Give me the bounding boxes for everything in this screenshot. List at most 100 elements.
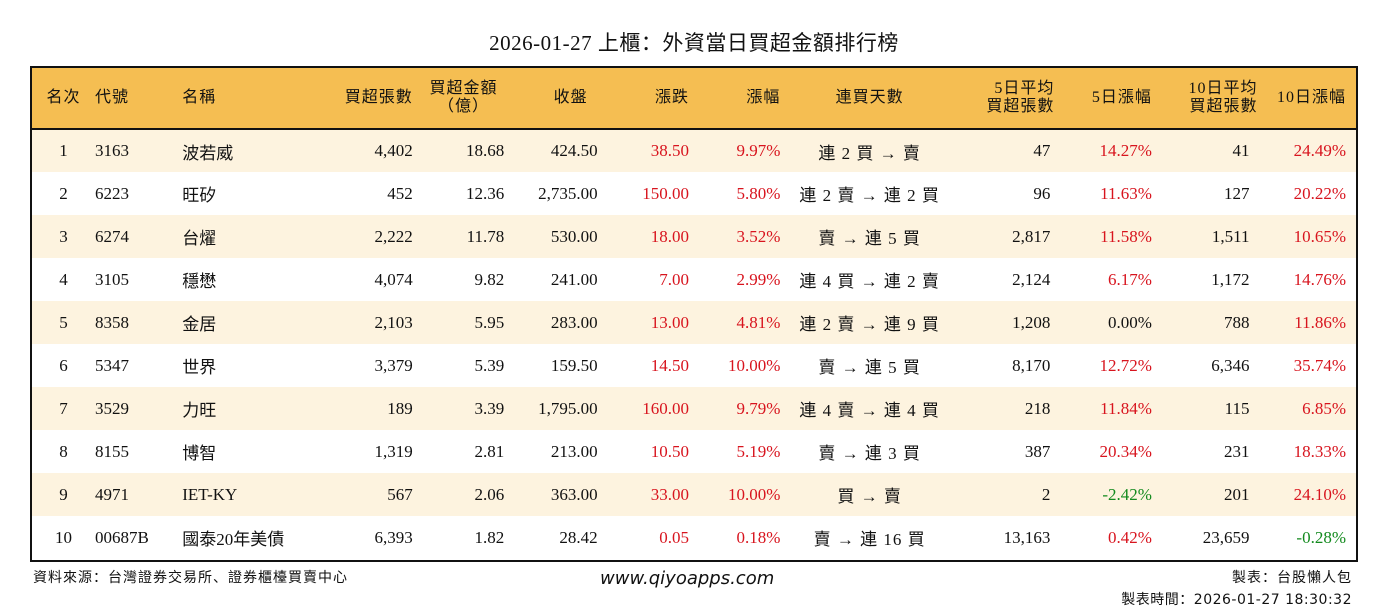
cell-code: 6274 bbox=[94, 226, 129, 246]
cell-avg5: 96 bbox=[1033, 183, 1051, 203]
cell-buy-shares: 2,103 bbox=[374, 312, 413, 332]
cell-avg10: 231 bbox=[1223, 441, 1250, 461]
cell-pct5: 11.58% bbox=[1100, 226, 1152, 246]
cell-close: 363.00 bbox=[550, 484, 598, 504]
cell-avg5: 218 bbox=[1024, 398, 1051, 418]
table-row: 2 6223 旺矽 452 12.36 2,735.00 150.00 5.80% 連 2 賣 … bbox=[32, 172, 1356, 215]
cell-buy-amount: 3.39 bbox=[474, 398, 505, 418]
cell-change: 150.00 bbox=[642, 183, 689, 203]
cell-pct10: 6.85% bbox=[1302, 398, 1346, 418]
cell-pct10: 14.76% bbox=[1293, 269, 1346, 289]
cell-rank: 3 bbox=[59, 226, 68, 246]
cell-close: 213.00 bbox=[550, 441, 598, 461]
cell-name: 博智 bbox=[182, 444, 217, 463]
cell-change: 14.50 bbox=[650, 355, 689, 375]
cell-rank: 7 bbox=[59, 398, 68, 418]
header-avg5-line2: 買超張數 bbox=[986, 98, 1055, 115]
cell-close: 424.50 bbox=[550, 141, 598, 160]
cell-buy-amount: 18.68 bbox=[466, 141, 505, 160]
cell-pct10: 35.74% bbox=[1293, 355, 1346, 375]
cell-buy-amount: 5.95 bbox=[474, 312, 505, 332]
data-source-note: 資料來源：台灣證券交易所、證券櫃檯買賣中心 bbox=[33, 570, 348, 586]
cell-streak: 買 → 賣 bbox=[837, 487, 902, 506]
header-avg10-line2: 買超張數 bbox=[1189, 98, 1258, 115]
cell-code: 00687B bbox=[94, 527, 149, 547]
cell-rank: 6 bbox=[59, 355, 68, 375]
cell-buy-shares: 567 bbox=[387, 484, 413, 504]
cell-name: 國泰20年美債 bbox=[182, 530, 285, 549]
table-row: 5 8358 金居 2,103 5.95 283.00 13.00 4.81% 連 2 賣 → … bbox=[32, 301, 1356, 344]
cell-code: 3529 bbox=[94, 398, 129, 418]
cell-buy-shares: 6,393 bbox=[374, 527, 413, 547]
header-name: 名稱 bbox=[182, 89, 217, 106]
cell-rank: 5 bbox=[59, 312, 68, 332]
cell-code: 4971 bbox=[94, 484, 129, 504]
cell-buy-shares: 452 bbox=[387, 183, 413, 203]
table-body: 1 3163 波若威 4,402 18.68 424.50 38.50 9.97% 連 2 買 … bbox=[32, 129, 1356, 559]
header-avg10-line1: 10日平均 bbox=[1188, 80, 1258, 97]
cell-buy-amount: 2.81 bbox=[474, 441, 505, 461]
cell-change-pct: 5.19% bbox=[736, 441, 781, 461]
cell-change: 13.00 bbox=[650, 312, 689, 332]
cell-avg10: 23,659 bbox=[1202, 527, 1250, 547]
cell-pct5: 11.63% bbox=[1100, 183, 1152, 203]
cell-streak: 連 2 買 → 賣 bbox=[818, 143, 921, 163]
cell-avg5: 47 bbox=[1033, 141, 1051, 160]
cell-streak: 連 4 買 → 連 2 賣 bbox=[799, 272, 940, 291]
cell-avg5: 8,170 bbox=[1012, 355, 1051, 375]
header-buy-amount-line2: （億） bbox=[437, 98, 489, 115]
cell-pct10: 24.49% bbox=[1293, 141, 1346, 160]
cell-pct10: 10.65% bbox=[1293, 226, 1346, 246]
cell-buy-shares: 2,222 bbox=[374, 226, 413, 246]
cell-avg10: 1,172 bbox=[1211, 269, 1250, 289]
cell-change: 160.00 bbox=[642, 398, 689, 418]
cell-close: 28.42 bbox=[559, 527, 598, 547]
cell-rank: 1 bbox=[59, 141, 68, 160]
cell-code: 3163 bbox=[94, 141, 129, 160]
cell-name: 穩懋 bbox=[182, 272, 217, 291]
header-buy-shares: 買超張數 bbox=[344, 89, 413, 106]
header-buy-amount-line1: 買超金額 bbox=[429, 80, 498, 97]
author-note: 製表：台股懶人包 bbox=[1232, 570, 1352, 586]
cell-change-pct: 3.52% bbox=[736, 226, 781, 246]
ranking-table: 名次 代號 名稱 買超張數 買超金額 （億） 收盤 漲跌 漲幅 連買天數 5日平均… bbox=[32, 68, 1356, 559]
cell-code: 3105 bbox=[94, 269, 129, 289]
cell-avg5: 2,817 bbox=[1012, 226, 1051, 246]
cell-code: 5347 bbox=[94, 355, 129, 375]
header-avg5-line1: 5日平均 bbox=[994, 80, 1055, 97]
cell-streak: 賣 → 連 5 買 bbox=[818, 229, 921, 248]
cell-rank: 9 bbox=[59, 484, 68, 504]
cell-pct10: 18.33% bbox=[1293, 441, 1346, 461]
ranking-table-container: 名次 代號 名稱 買超張數 買超金額 （億） 收盤 漲跌 漲幅 連買天數 5日平均… bbox=[30, 66, 1358, 562]
cell-buy-amount: 9.82 bbox=[474, 269, 505, 289]
cell-buy-shares: 4,074 bbox=[374, 269, 413, 289]
website-link[interactable]: www.qiyoapps.com bbox=[600, 568, 775, 589]
table-row: 3 6274 台燿 2,222 11.78 530.00 18.00 3.52% 賣 → 連 5… bbox=[32, 215, 1356, 258]
cell-change-pct: 4.81% bbox=[736, 312, 781, 332]
cell-buy-amount: 12.36 bbox=[466, 183, 505, 203]
cell-change: 18.00 bbox=[650, 226, 689, 246]
cell-streak: 連 2 賣 → 連 9 買 bbox=[799, 315, 940, 334]
cell-avg5: 13,163 bbox=[1003, 527, 1051, 547]
cell-pct10: 11.86% bbox=[1294, 312, 1346, 332]
cell-name: 台燿 bbox=[182, 229, 217, 248]
header-pct10: 10日漲幅 bbox=[1276, 89, 1346, 106]
cell-avg10: 201 bbox=[1223, 484, 1250, 504]
cell-change: 33.00 bbox=[650, 484, 689, 504]
cell-change-pct: 0.18% bbox=[736, 527, 781, 547]
cell-avg5: 2 bbox=[1041, 484, 1051, 504]
cell-pct10: 20.22% bbox=[1293, 183, 1346, 203]
table-row: 1 3163 波若威 4,402 18.68 424.50 38.50 9.97% 連 2 買 … bbox=[32, 129, 1356, 172]
cell-close: 2,735.00 bbox=[538, 183, 598, 203]
cell-buy-amount: 2.06 bbox=[474, 484, 505, 504]
cell-streak: 賣 → 連 5 買 bbox=[818, 358, 921, 377]
cell-rank: 8 bbox=[59, 441, 68, 461]
cell-change-pct: 5.80% bbox=[736, 183, 781, 203]
cell-rank: 10 bbox=[54, 527, 72, 547]
cell-avg10: 788 bbox=[1223, 312, 1250, 332]
cell-close: 530.00 bbox=[550, 226, 598, 246]
cell-avg5: 1,208 bbox=[1012, 312, 1051, 332]
header-code: 代號 bbox=[94, 89, 129, 106]
table-header-row: 名次 代號 名稱 買超張數 買超金額 （億） 收盤 漲跌 漲幅 連買天數 5日平均… bbox=[32, 68, 1356, 129]
cell-change-pct: 2.99% bbox=[736, 269, 781, 289]
